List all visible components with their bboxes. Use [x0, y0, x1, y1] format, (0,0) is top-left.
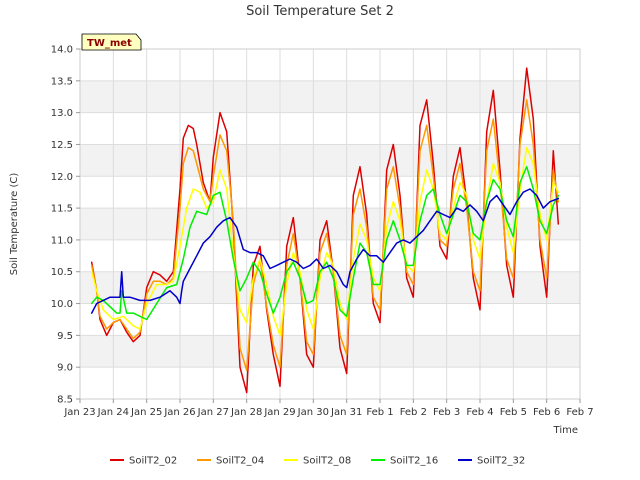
x-tick-label: Jan 24 — [97, 407, 129, 418]
y-tick-label: 12.0 — [51, 172, 73, 183]
y-tick-label: 9.5 — [57, 331, 73, 342]
badge-label: TW_met — [87, 38, 132, 49]
chart-title: Soil Temperature Set 2 — [246, 4, 394, 19]
tw-met-badge: TW_met — [81, 33, 142, 51]
series-lines — [90, 67, 560, 394]
y-tick-label: 10.5 — [51, 267, 73, 278]
x-tick-label: Jan 26 — [163, 407, 195, 418]
legend-label: SoilT2_02 — [129, 456, 177, 467]
y-tick-label: 13.5 — [51, 76, 73, 87]
y-tick-label: 14.0 — [51, 45, 73, 56]
x-tick-label: Jan 27 — [197, 407, 229, 418]
legend-label: SoilT2_04 — [216, 456, 264, 467]
y-tick-label: 9.0 — [57, 363, 73, 374]
legend-label: SoilT2_08 — [303, 456, 351, 467]
y-axis-label: Soil Temperature (C) — [9, 173, 20, 276]
x-tick-label: Jan 31 — [330, 407, 362, 418]
plot-band — [80, 271, 580, 304]
series-line-soilt2-08 — [90, 146, 560, 337]
y-tick-label: 10.0 — [51, 299, 73, 310]
x-tick-label: Feb 6 — [533, 407, 560, 418]
x-tick-label: Feb 7 — [566, 407, 593, 418]
legend: SoilT2_02 SoilT2_04 SoilT2_08 SoilT2_16 Soil… — [110, 456, 525, 467]
x-tick-label: Feb 3 — [433, 407, 460, 418]
x-tick-label: Jan 23 — [63, 407, 95, 418]
y-tick-label: 12.5 — [51, 140, 73, 151]
plot-band — [80, 208, 580, 240]
x-axis-label: Time — [553, 425, 578, 436]
y-tick-label: 11.0 — [51, 235, 73, 246]
legend-label: SoilT2_32 — [477, 456, 525, 467]
plot-band — [80, 144, 580, 177]
x-tick-label: Feb 4 — [466, 407, 493, 418]
y-tick-label: 8.5 — [57, 395, 73, 406]
x-tick-label: Jan 28 — [230, 407, 262, 418]
plot-frame — [79, 48, 581, 400]
x-tick-label: Feb 5 — [500, 407, 527, 418]
x-tick-label: Jan 30 — [297, 407, 329, 418]
plot-band — [80, 80, 580, 113]
x-tick-label: Feb 2 — [400, 407, 427, 418]
y-axis-ticks: 8.5 9.0 9.5 10.0 10.5 11.0 11.5 12.0 12.5 13.0 13.… — [51, 45, 80, 406]
legend-label: SoilT2_16 — [390, 456, 438, 467]
y-tick-label: 11.5 — [51, 204, 73, 215]
x-tick-label: Feb 1 — [366, 407, 393, 418]
series-line-soilt2-32 — [90, 188, 560, 314]
x-tick-label: Jan 25 — [130, 407, 162, 418]
plot-band — [80, 335, 580, 368]
series-line-soilt2-16 — [90, 165, 560, 321]
y-tick-label: 13.0 — [51, 108, 73, 119]
x-axis-ticks: Jan 23 Jan 24 Jan 25 Jan 26 Jan 27 Jan 28 Jan … — [63, 399, 594, 418]
x-tick-label: Jan 29 — [263, 407, 295, 418]
plot-background — [80, 49, 580, 399]
